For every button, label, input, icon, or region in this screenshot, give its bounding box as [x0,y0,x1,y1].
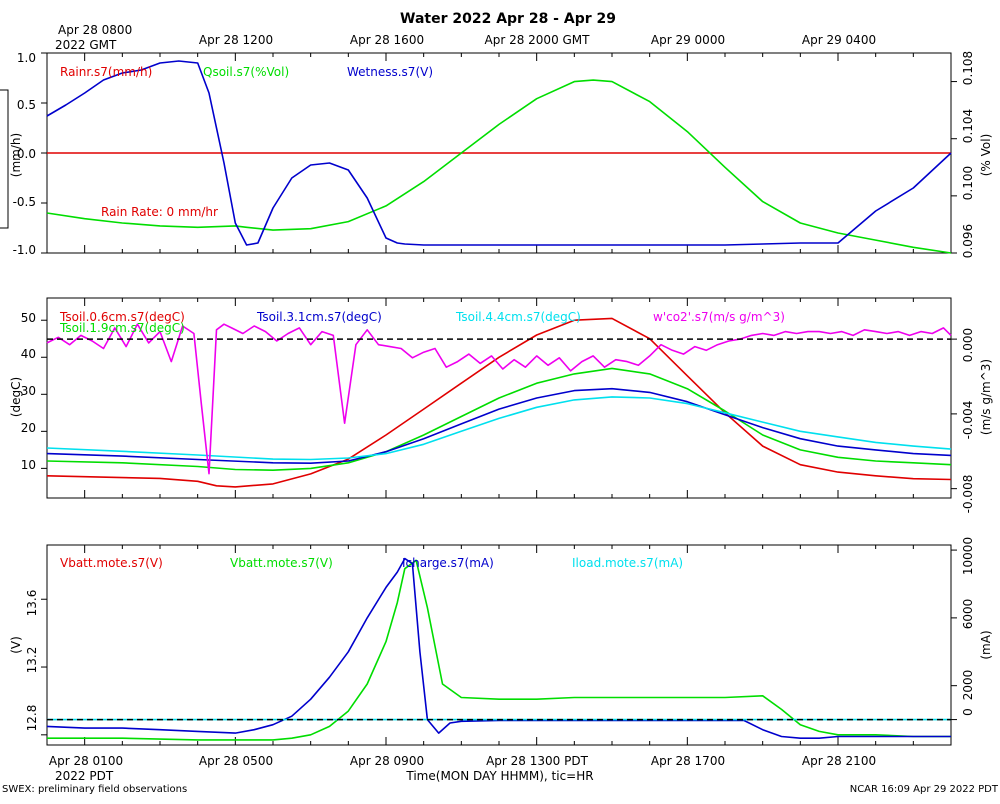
top-axis-tick-label: Apr 29 0000 [651,33,725,47]
legend-tsoil-0-6: Tsoil.0.6cm.s7(degC) [59,310,185,324]
middle-right-tick-label: 0.000 [961,328,975,362]
x-axis-label: Time(MON DAY HHMM), tic=HR [405,769,593,783]
top-axis-first-label-line1: Apr 28 0800 [58,23,132,37]
legend-tsoil-1-9: Tsoil.1.9cm.s7(degC) [59,321,185,335]
top-left-tick-label: 0.0 [17,147,36,161]
top-right-tick-label: 0.096 [961,224,975,258]
middle-left-tick-label: 30 [21,384,36,398]
middle-left-tick-label: 50 [21,311,36,325]
tick-marks [41,52,957,745]
bottom-axis-tick-label: Apr 28 1700 [651,754,725,768]
legend-rainr: Rainr.s7(mm/h) [60,65,152,79]
bottom-right-tick-label: 2000 [961,670,975,701]
top-left-tick-label: -1.0 [13,243,36,257]
bottom-axis-year-label: 2022 PDT [55,769,114,783]
footer-right: NCAR 16:09 Apr 29 2022 PDT [850,784,999,795]
series-line-2-2 [46,557,951,740]
legend-wco2: w'co2'.s7(m/s g/m^3) [653,310,785,324]
series-line-1-3 [46,396,952,461]
series-line-0-2 [46,60,952,246]
top-right-axis-label: (% Vol) [979,134,993,177]
left-bracket [0,89,9,229]
series-lines [46,60,952,741]
top-axis-tick-label: Apr 28 1200 [199,33,273,47]
top-left-tick-label: -0.5 [13,195,36,209]
bottom-axis-tick-label: Apr 28 0900 [350,754,424,768]
top-left-tick-label: 0.5 [17,98,36,112]
top-right-tick-label: 0.100 [961,166,975,200]
middle-left-axis-label: (degC) [9,377,23,417]
series-line-1-2 [46,387,952,465]
series-line-1-1 [46,367,952,472]
bottom-left-axis-label: (V) [9,636,23,654]
middle-right-axis-label: (m/s g/m^3) [979,359,993,435]
bottom-axis-tick-label: Apr 28 0100 [49,754,123,768]
legend-vbatt-red: Vbatt.mote.s7(V) [60,556,163,570]
footer-left: SWEX: preliminary field observations [2,784,187,795]
legend-icharge: Icharge.s7(mA) [402,556,494,570]
middle-left-tick-label: 20 [21,421,36,435]
middle-right-tick-label: -0.008 [961,475,975,514]
top-axis-tick-label: Apr 28 2000 GMT [485,33,591,47]
bottom-right-axis-label: (mA) [979,630,993,659]
middle-right-tick-label: -0.004 [961,401,975,440]
bottom-right-tick-label: 10000 [961,537,975,575]
panel-bottom-frame [46,544,952,746]
legend-qsoil: Qsoil.s7(%Vol) [203,65,289,79]
series-line-1-0 [46,317,952,488]
middle-left-tick-label: 40 [21,347,36,361]
middle-left-tick-label: 10 [21,458,36,472]
bottom-right-tick-label: 0 [961,708,975,716]
top-axis-tick-label: Apr 29 0400 [802,33,876,47]
rain-rate-annotation: Rain Rate: 0 mm/hr [101,205,218,219]
chart-title: Water 2022 Apr 28 - Apr 29 [400,11,616,27]
series-line-0-1 [46,79,952,254]
top-left-tick-label: 1.0 [17,51,36,65]
series-line-1-4 [46,323,952,475]
bottom-axis-tick-label: Apr 28 1300 PDT [486,754,588,768]
bottom-left-tick-label: 13.6 [25,590,39,617]
bottom-right-tick-label: 6000 [961,599,975,630]
bottom-axis-tick-label: Apr 28 0500 [199,754,273,768]
legend-tsoil-4-4: Tsoil.4.4cm.s7(degC) [455,310,581,324]
legend-iload: Iload.mote.s7(mA) [572,556,683,570]
top-right-tick-label: 0.108 [961,51,975,85]
top-axis-first-label-line2: 2022 GMT [55,38,117,52]
legend-tsoil-3-1: Tsoil.3.1cm.s7(degC) [256,310,382,324]
top-axis-tick-label: Apr 28 1600 [350,33,424,47]
bottom-left-tick-label: 12.8 [25,705,39,732]
series-line-2-1 [47,559,951,741]
top-left-axis-label: (mm/h) [9,133,23,177]
bottom-left-tick-label: 13.2 [25,647,39,674]
top-right-tick-label: 0.104 [961,109,975,143]
bottom-axis-tick-label: Apr 28 2100 [802,754,876,768]
legend-wetness: Wetness.s7(V) [347,65,433,79]
legend-vbatt-green: Vbatt.mote.s7(V) [230,556,333,570]
